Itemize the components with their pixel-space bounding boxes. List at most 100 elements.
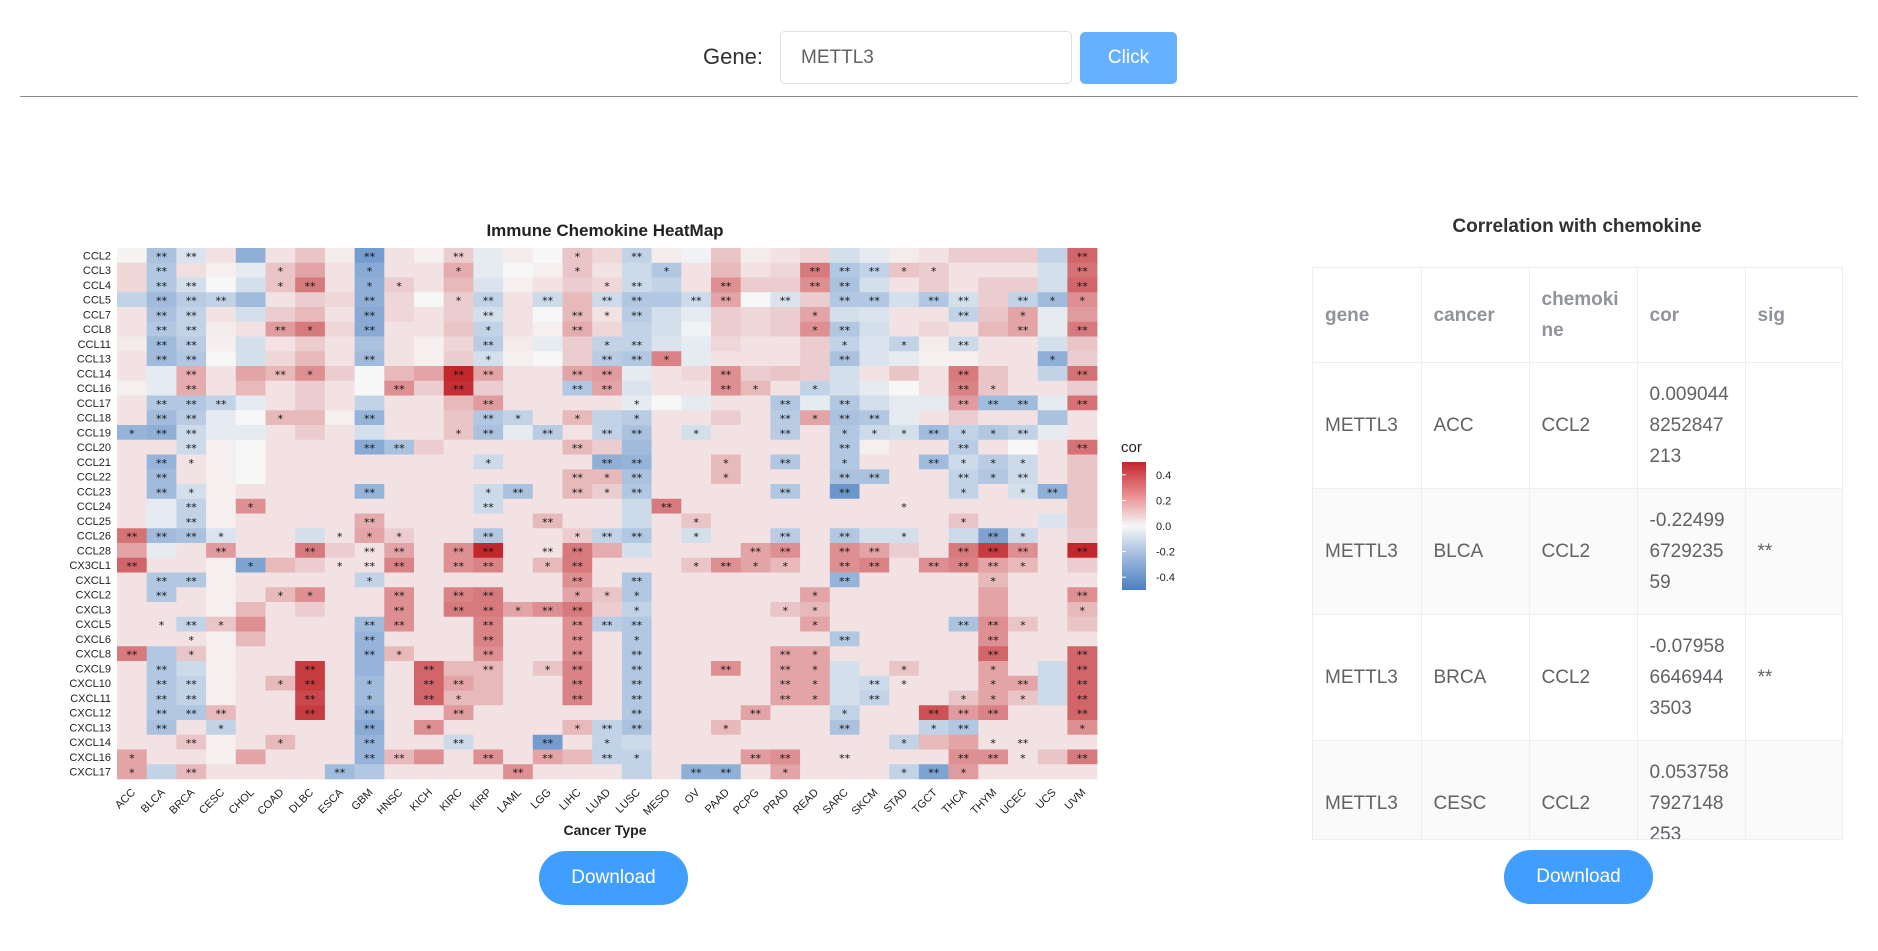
heatmap-cell	[354, 425, 385, 441]
significance-mark: **	[631, 619, 643, 632]
significance-mark: *	[129, 752, 135, 765]
heatmap-cell	[206, 705, 237, 721]
heatmap-cell	[532, 336, 563, 352]
heatmap-cell	[1037, 277, 1068, 293]
heatmap-cell	[414, 764, 444, 780]
x-tick-label: PAAD	[703, 787, 732, 816]
heatmap-cell	[1067, 498, 1098, 514]
heatmap-cell	[859, 720, 890, 736]
significance-mark: **	[750, 545, 762, 558]
heatmap-cell	[859, 307, 890, 323]
heatmap-cell	[235, 661, 266, 677]
y-tick-label: CXCL11	[70, 693, 111, 705]
heatmap-cell	[146, 720, 177, 736]
heatmap-cell	[562, 395, 593, 411]
significance-mark: *	[189, 486, 195, 499]
significance-mark: **	[186, 339, 198, 352]
heatmap-cell	[324, 292, 355, 308]
table-download-button[interactable]: Download	[1504, 850, 1653, 904]
significance-mark: **	[958, 295, 970, 308]
heatmap-cell	[414, 307, 444, 323]
heatmap-cell	[889, 690, 920, 706]
significance-mark: **	[572, 604, 584, 617]
header-gene[interactable]: gene	[1313, 268, 1422, 363]
heatmap-cell	[889, 720, 920, 736]
significance-mark: **	[483, 619, 495, 632]
heatmap-cell	[1008, 749, 1038, 765]
header-cor[interactable]: cor	[1637, 268, 1746, 363]
heatmap-cell	[651, 410, 682, 426]
x-tick-label: READ	[791, 787, 821, 817]
heatmap-cell	[740, 277, 771, 293]
significance-mark: **	[483, 590, 495, 603]
header-sig[interactable]: sig	[1745, 268, 1842, 363]
heatmap-cell	[681, 425, 712, 441]
heatmap-cell	[354, 720, 385, 736]
heatmap-cell	[770, 410, 801, 426]
heatmap-cell	[829, 543, 860, 559]
heatmap-cell	[265, 277, 296, 293]
significance-mark: **	[720, 368, 732, 381]
heatmap-cell	[978, 469, 1009, 485]
heatmap-cell	[592, 321, 623, 337]
heatmap-cell	[681, 720, 712, 736]
heatmap-cell	[503, 277, 534, 293]
significance-mark: **	[394, 545, 406, 558]
significance-mark: **	[839, 472, 851, 485]
cell-chemokine: CCL2	[1529, 740, 1638, 839]
heatmap-cell	[206, 262, 237, 278]
significance-mark: **	[720, 295, 732, 308]
heatmap-chart: Immune Chemokine HeatMap ** ** ** ** * ** ****…	[69, 221, 1175, 838]
heatmap-cell	[621, 277, 652, 293]
heatmap-cell	[621, 410, 652, 426]
significance-mark: **	[483, 531, 495, 544]
significance-mark: *	[278, 265, 284, 278]
heatmap-cell	[532, 602, 563, 618]
heatmap-cell	[651, 572, 682, 588]
heatmap-download-button[interactable]: Download	[539, 851, 688, 905]
heatmap-cell	[621, 484, 652, 500]
heatmap-cell	[532, 557, 563, 573]
header-chemokine[interactable]: chemokine	[1529, 268, 1638, 363]
heatmap-cell	[473, 454, 504, 470]
color-legend: cor 0.40.20.0-0.2-0.4	[1121, 439, 1175, 590]
heatmap-cell	[265, 705, 296, 721]
header-cancer[interactable]: cancer	[1421, 268, 1530, 363]
heatmap-cell	[295, 690, 326, 706]
significance-mark: **	[156, 722, 168, 735]
heatmap-cell	[414, 616, 444, 632]
heatmap-cell	[354, 439, 385, 455]
heatmap-cell	[948, 734, 979, 750]
heatmap-cell	[206, 631, 237, 647]
heatmap-cell	[859, 395, 890, 411]
significance-mark: **	[572, 634, 584, 647]
heatmap-cell	[918, 764, 949, 780]
heatmap-cell	[295, 292, 326, 308]
heatmap-cell	[532, 454, 563, 470]
heatmap-cell	[1067, 572, 1098, 588]
heatmap-cell	[235, 380, 266, 396]
heatmap-cell	[354, 543, 385, 559]
significance-mark: *	[961, 486, 967, 499]
heatmap-cell	[265, 720, 296, 736]
click-button[interactable]: Click	[1080, 32, 1177, 84]
heatmap-cell	[146, 690, 177, 706]
heatmap-cell	[592, 528, 623, 544]
significance-mark: **	[215, 708, 227, 721]
heatmap-cell	[1067, 307, 1098, 323]
heatmap-cell	[800, 675, 831, 691]
heatmap-cell	[948, 749, 979, 765]
gene-input[interactable]	[780, 31, 1072, 84]
heatmap-cell	[176, 690, 207, 706]
heatmap-cell	[384, 764, 415, 780]
heatmap-cell	[384, 439, 415, 455]
correlation-table-container[interactable]: gene cancer chemokine cor sig METTL3 ACC…	[1312, 267, 1843, 840]
heatmap-cell	[592, 720, 623, 736]
heatmap-cell	[592, 410, 623, 426]
heatmap-cell	[265, 410, 296, 426]
heatmap-cell	[324, 557, 355, 573]
significance-mark: *	[604, 339, 610, 352]
significance-mark: **	[156, 678, 168, 691]
significance-mark: **	[156, 280, 168, 293]
heatmap-cell	[711, 543, 741, 559]
